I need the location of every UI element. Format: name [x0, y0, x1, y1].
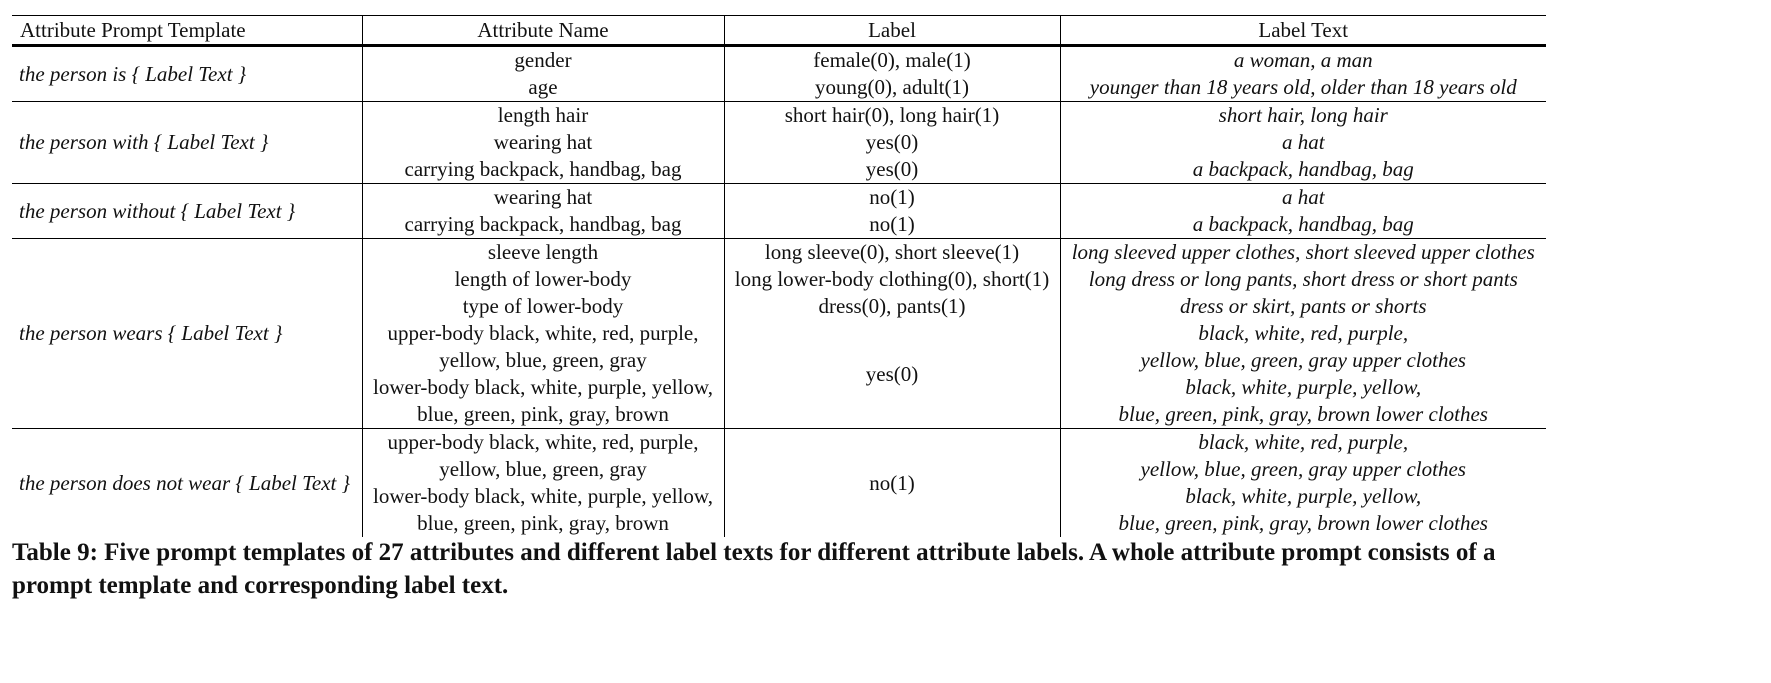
attribute-name-cell: length hair wearing hat carrying backpac…	[361, 101, 724, 184]
template-cell: the person does not wear { Label Text }	[19, 470, 351, 495]
label-value: long sleeve(0), short sleeve(1)	[764, 240, 1020, 264]
header-attribute-prompt-template: Attribute Prompt Template	[20, 18, 246, 42]
label-text: a hat	[1281, 130, 1325, 154]
attribute-name: lower-body black, white, purple, yellow,	[373, 375, 713, 399]
table-row-group-wears: the person wears { Label Text } sleeve l…	[12, 238, 1546, 429]
attribute-prompt-table: Attribute Prompt Template Attribute Name…	[12, 15, 1546, 537]
label-value: dress(0), pants(1)	[818, 294, 966, 318]
label-cell: short hair(0), long hair(1) yes(0) yes(0…	[723, 101, 1060, 184]
table-row-group-without: the person without { Label Text } wearin…	[12, 183, 1546, 239]
table-header-row: Attribute Prompt Template Attribute Name…	[12, 15, 1546, 46]
template-cell: the person wears { Label Text }	[19, 321, 283, 345]
label-cell-merged: no(1)	[723, 428, 1060, 537]
attribute-name: type of lower-body	[462, 294, 624, 318]
label-text: a backpack, handbag, bag	[1192, 157, 1414, 181]
attribute-name: yellow, blue, green, gray	[439, 457, 647, 481]
label-value-spacer	[725, 320, 1060, 347]
label-text: a backpack, handbag, bag	[1192, 212, 1414, 236]
label-text: dress or skirt, pants or shorts	[1179, 294, 1427, 318]
label-value: yes(0)	[865, 130, 919, 154]
label-text-cell: short hair, long hair a hat a backpack, …	[1059, 101, 1546, 184]
label-text: black, white, red, purple,	[1198, 430, 1409, 454]
label-text: yellow, blue, green, gray upper clothes	[1140, 348, 1466, 372]
label-text: black, white, red, purple,	[1198, 321, 1409, 345]
label-value: long lower-body clothing(0), short(1)	[734, 267, 1050, 291]
attribute-name: blue, green, pink, gray, brown	[417, 511, 669, 535]
attribute-name: wearing hat	[493, 130, 593, 154]
attribute-name: lower-body black, white, purple, yellow,	[373, 484, 713, 508]
label-value: yes(0)	[865, 157, 919, 181]
label-text: a woman, a man	[1233, 48, 1373, 72]
attribute-name: gender	[514, 48, 572, 72]
label-text: yellow, blue, green, gray upper clothes	[1140, 457, 1466, 481]
attribute-name-cell: wearing hat carrying backpack, handbag, …	[361, 183, 724, 239]
table-caption: Table 9: Five prompt templates of 27 att…	[12, 539, 1496, 599]
attribute-name: upper-body black, white, red, purple,	[387, 321, 699, 345]
table-row-group-is: the person is { Label Text } gender age …	[12, 45, 1546, 102]
attribute-name: yellow, blue, green, gray	[439, 348, 647, 372]
label-cell: long sleeve(0), short sleeve(1) long low…	[723, 238, 1060, 429]
label-text: a hat	[1281, 185, 1325, 209]
table-row-group-with: the person with { Label Text } length ha…	[12, 101, 1546, 184]
table-row-group-does-not-wear: the person does not wear { Label Text } …	[12, 428, 1546, 537]
attribute-name-cell: sleeve length length of lower-body type …	[361, 238, 724, 429]
label-value: young(0), adult(1)	[815, 75, 969, 99]
attribute-name: carrying backpack, handbag, bag	[404, 212, 682, 236]
template-cell: the person is { Label Text }	[19, 61, 247, 86]
label-text: younger than 18 years old, older than 18…	[1089, 75, 1517, 99]
label-text-cell: a hat a backpack, handbag, bag	[1059, 183, 1546, 239]
label-text: blue, green, pink, gray, brown lower clo…	[1118, 511, 1488, 535]
attribute-name-cell: gender age	[361, 45, 724, 102]
label-cell: no(1) no(1)	[723, 183, 1060, 239]
attribute-name-cell: upper-body black, white, red, purple, ye…	[361, 428, 724, 537]
label-value: female(0), male(1)	[813, 48, 971, 72]
label-value: no(1)	[869, 185, 915, 209]
label-text: long dress or long pants, short dress or…	[1088, 267, 1518, 291]
attribute-prompt-table-container: Attribute Prompt Template Attribute Name…	[12, 15, 1546, 537]
attribute-name: length hair	[497, 103, 589, 127]
header-label: Label	[723, 15, 1060, 46]
label-text: short hair, long hair	[1218, 103, 1388, 127]
attribute-name: sleeve length	[487, 240, 599, 264]
attribute-name: blue, green, pink, gray, brown	[417, 402, 669, 426]
template-cell: the person without { Label Text }	[19, 198, 296, 223]
attribute-name: length of lower-body	[454, 267, 632, 291]
label-text-cell: a woman, a man younger than 18 years old…	[1059, 45, 1546, 102]
label-text-cell: black, white, red, purple, yellow, blue,…	[1059, 428, 1546, 537]
label-value: no(1)	[869, 212, 915, 236]
attribute-name: carrying backpack, handbag, bag	[404, 157, 682, 181]
label-text: black, white, purple, yellow,	[1185, 375, 1422, 399]
label-value-spacer	[725, 401, 1060, 428]
label-value: short hair(0), long hair(1)	[784, 103, 1000, 127]
label-text: blue, green, pink, gray, brown lower clo…	[1118, 402, 1488, 426]
header-label-text: Label Text	[1059, 15, 1546, 46]
label-text-cell: long sleeved upper clothes, short sleeve…	[1059, 238, 1546, 429]
attribute-name: age	[528, 75, 558, 99]
attribute-name: upper-body black, white, red, purple,	[387, 430, 699, 454]
attribute-name: wearing hat	[493, 185, 593, 209]
label-text: black, white, purple, yellow,	[1185, 484, 1422, 508]
header-attribute-name: Attribute Name	[361, 15, 724, 46]
label-value-merged: yes(0)	[865, 362, 919, 386]
template-cell: the person with { Label Text }	[19, 130, 269, 154]
label-cell: female(0), male(1) young(0), adult(1)	[723, 45, 1060, 102]
label-text: long sleeved upper clothes, short sleeve…	[1071, 240, 1535, 264]
